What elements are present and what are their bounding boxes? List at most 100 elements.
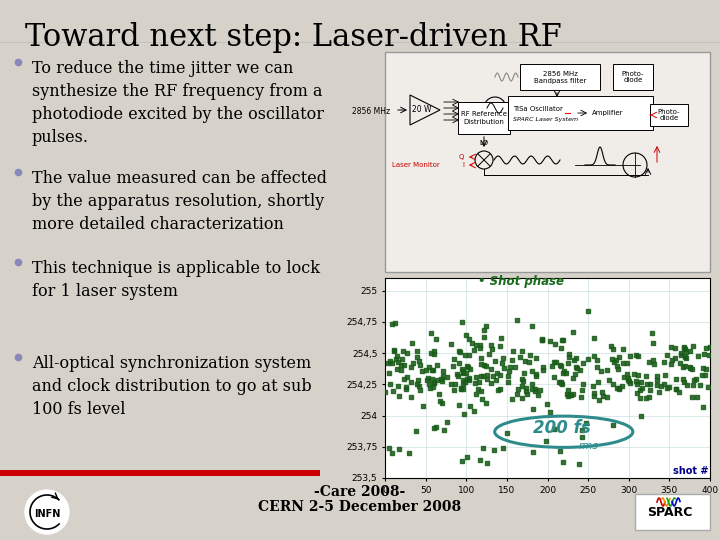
Point bbox=[659, 380, 670, 389]
Point bbox=[488, 446, 500, 455]
Bar bbox=[613, 64, 653, 90]
Point bbox=[389, 319, 400, 327]
Point bbox=[481, 398, 492, 407]
Point bbox=[456, 318, 468, 327]
Point bbox=[576, 386, 588, 395]
Point bbox=[557, 380, 568, 388]
Point bbox=[673, 388, 685, 397]
Point bbox=[684, 363, 696, 372]
Point bbox=[652, 375, 663, 384]
Point bbox=[426, 366, 438, 374]
Point bbox=[588, 352, 600, 361]
Text: Photo-
diode: Photo- diode bbox=[622, 71, 644, 84]
Point bbox=[456, 384, 467, 393]
Point bbox=[428, 383, 439, 391]
Point bbox=[537, 362, 549, 371]
Text: SPARC: SPARC bbox=[647, 505, 693, 518]
Point bbox=[634, 386, 645, 395]
Point bbox=[480, 322, 491, 330]
Point bbox=[512, 316, 523, 325]
Point bbox=[520, 357, 531, 366]
Point bbox=[703, 343, 715, 352]
Point bbox=[670, 385, 682, 394]
Point bbox=[649, 360, 660, 368]
Point bbox=[636, 384, 648, 393]
Point bbox=[423, 380, 435, 388]
Point bbox=[651, 372, 662, 381]
Point bbox=[608, 357, 620, 366]
Point bbox=[460, 330, 472, 339]
Point bbox=[588, 389, 600, 397]
Point bbox=[647, 355, 659, 364]
Point bbox=[699, 371, 711, 380]
Point bbox=[384, 356, 395, 365]
Point bbox=[438, 426, 450, 434]
Point bbox=[477, 372, 489, 380]
Point bbox=[557, 336, 569, 345]
Point bbox=[652, 381, 663, 390]
Point bbox=[612, 364, 624, 373]
Point bbox=[575, 392, 587, 401]
Point bbox=[697, 364, 708, 373]
Point bbox=[471, 373, 482, 381]
Point bbox=[679, 353, 690, 362]
Point bbox=[495, 334, 507, 342]
Point bbox=[392, 381, 404, 390]
Point bbox=[436, 399, 448, 407]
Point bbox=[405, 392, 417, 401]
Text: shot #: shot # bbox=[673, 465, 708, 476]
Point bbox=[528, 448, 539, 456]
Point bbox=[414, 356, 426, 365]
Point bbox=[603, 376, 614, 384]
Point bbox=[454, 348, 466, 357]
Point bbox=[502, 372, 513, 381]
Point bbox=[400, 383, 412, 391]
Point bbox=[472, 384, 484, 393]
Text: 2856 MHz
Bandpass filter: 2856 MHz Bandpass filter bbox=[534, 71, 586, 84]
Point bbox=[564, 390, 575, 399]
Point bbox=[686, 364, 698, 373]
Text: -Care 2008-: -Care 2008- bbox=[315, 485, 405, 499]
Text: LO: LO bbox=[480, 140, 488, 146]
Point bbox=[548, 424, 559, 433]
Point bbox=[456, 383, 467, 392]
Point bbox=[458, 368, 469, 377]
Point bbox=[411, 353, 423, 362]
Point bbox=[567, 374, 579, 383]
Point bbox=[456, 457, 468, 465]
Point bbox=[464, 374, 475, 382]
Point bbox=[412, 376, 423, 384]
Point bbox=[395, 366, 407, 374]
Point bbox=[425, 384, 436, 393]
Point bbox=[661, 351, 672, 360]
Point bbox=[457, 380, 469, 389]
Point bbox=[558, 366, 570, 375]
Point bbox=[442, 418, 454, 427]
Point bbox=[635, 412, 647, 421]
Point bbox=[436, 375, 447, 383]
Point bbox=[415, 367, 427, 375]
Point bbox=[485, 365, 497, 374]
Point bbox=[459, 351, 471, 360]
Point bbox=[631, 389, 643, 397]
Point bbox=[495, 370, 506, 379]
Point bbox=[457, 367, 469, 376]
Point bbox=[452, 372, 464, 380]
Point bbox=[437, 367, 449, 376]
Point bbox=[405, 377, 417, 386]
Point bbox=[653, 387, 665, 396]
Point bbox=[398, 375, 410, 383]
Point bbox=[518, 376, 529, 385]
Point bbox=[624, 377, 635, 386]
Point bbox=[530, 372, 541, 381]
Point bbox=[623, 376, 634, 384]
Point bbox=[678, 375, 689, 383]
Point bbox=[498, 363, 510, 372]
Point bbox=[688, 376, 700, 384]
Text: Laser Monitor: Laser Monitor bbox=[392, 162, 440, 168]
Point bbox=[384, 443, 395, 452]
Bar bbox=[635, 494, 710, 530]
Point bbox=[530, 354, 541, 362]
Point bbox=[573, 460, 585, 469]
Point bbox=[647, 329, 658, 338]
